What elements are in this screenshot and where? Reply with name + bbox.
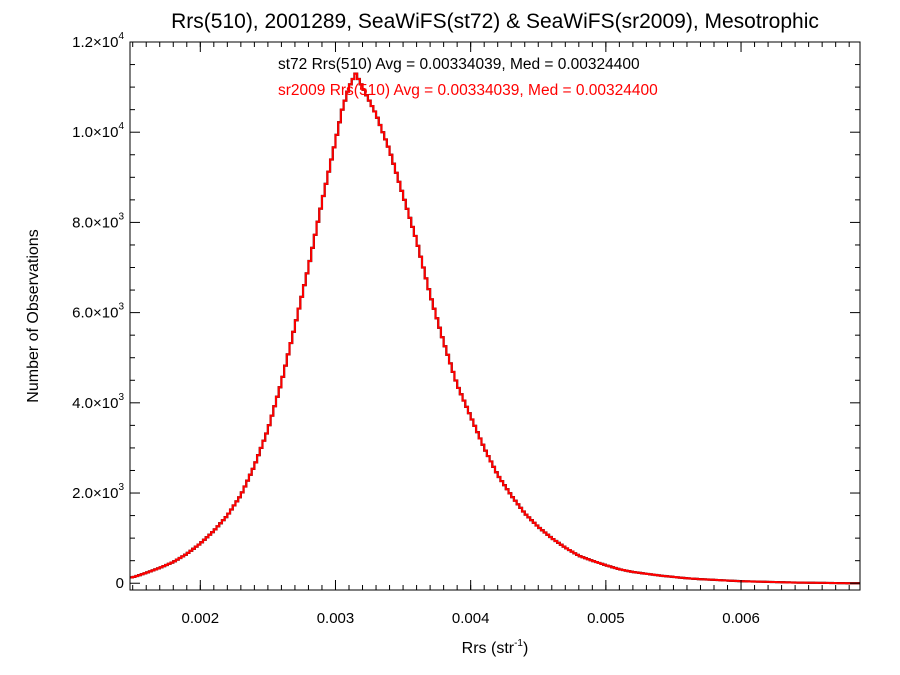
y-tick-label-exponent: 3 — [118, 302, 124, 313]
x-tick-label: 0.002 — [182, 610, 220, 627]
x-tick-label: 0.003 — [317, 610, 355, 627]
y-tick-label-base: 1.0×10 — [72, 124, 118, 141]
y-tick-label-exponent: 3 — [118, 482, 124, 493]
y-tick-label: 6.0×103 — [72, 302, 124, 322]
y-tick-label-base: 4.0×10 — [72, 395, 118, 412]
y-tick-label-exponent: 3 — [118, 392, 124, 403]
annotation-st72: st72 Rrs(510) Avg = 0.00334039, Med = 0.… — [278, 56, 640, 73]
y-tick-label-exponent: 3 — [118, 211, 124, 222]
chart-title: Rrs(510), 2001289, SeaWiFS(st72) & SeaWi… — [171, 10, 819, 33]
series-st72 — [130, 72, 860, 585]
series-sr2009 — [130, 72, 860, 585]
y-tick-label: 2.0×103 — [72, 482, 124, 502]
ticks-layer: 0.002 0.003 0.004 0.005 0.00602.0×1034.0×103… — [72, 31, 860, 627]
x-axis-label-base: Rrs (str — [462, 640, 515, 657]
x-axis-label-superscript: -1 — [514, 638, 523, 649]
y-tick-label-exponent: 4 — [118, 121, 124, 132]
y-tick-label-base: 0 — [116, 575, 124, 592]
x-tick-label: 0.005 — [587, 610, 625, 627]
x-tick-label: 0.004 — [452, 610, 490, 627]
x-tick-label: 0.006 — [722, 610, 760, 627]
plot-frame — [129, 41, 861, 591]
y-axis-label: Number of Observations — [25, 229, 42, 402]
y-tick-label: 8.0×103 — [72, 211, 124, 231]
y-tick-label-base: 6.0×10 — [72, 305, 118, 322]
y-tick-label: 1.0×104 — [72, 121, 124, 141]
y-tick-label-base: 2.0×10 — [72, 485, 118, 502]
x-axis-label: Rrs (str-1) — [462, 638, 529, 657]
y-tick-label-base: 8.0×10 — [72, 214, 118, 231]
y-tick-label: 4.0×103 — [72, 392, 124, 412]
y-tick-label-base: 1.2×10 — [72, 34, 118, 51]
y-tick-label: 0 — [116, 575, 124, 592]
series-layer — [130, 72, 860, 585]
y-tick-label-exponent: 4 — [118, 31, 124, 42]
annotation-sr2009: sr2009 Rrs(510) Avg = 0.00334039, Med = … — [278, 82, 658, 99]
x-axis-label-suffix: ) — [523, 640, 528, 657]
y-tick-label: 1.2×104 — [72, 31, 124, 51]
